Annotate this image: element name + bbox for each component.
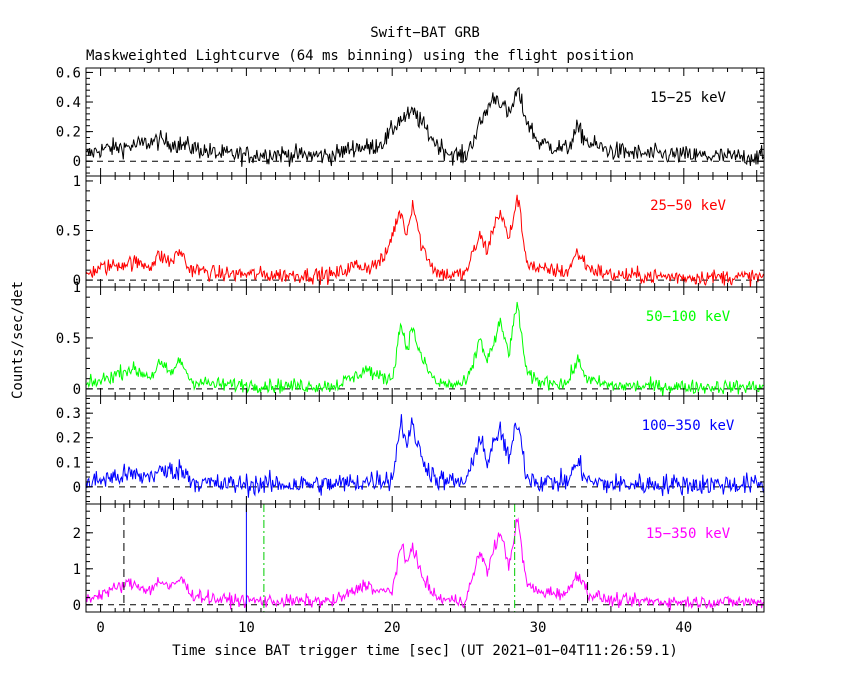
panel-frame-0 [85,67,765,177]
lightcurve-3 [86,414,764,498]
energy-label-3: 100−350 keV [642,418,735,434]
x-tick-label-2: 20 [384,620,401,636]
energy-label-1: 25−50 keV [650,198,726,214]
y-tick-label-3-3: 0.3 [56,406,81,422]
y-tick-label-0-2: 0.4 [56,95,81,111]
panel-0: 0 0.2 0.4 0.6 15−25 keV [56,65,765,177]
panel-frame-1 [85,175,765,288]
x-axis-label: Time since BAT trigger time [sec] (UT 20… [172,643,678,659]
lightcurve-0 [86,86,764,167]
lightcurve-4 [86,517,764,611]
y-tick-label-2-1: 0.5 [56,331,81,347]
y-axis-label: Counts/sec/det [10,281,26,399]
x-tick-label-0: 0 [96,620,104,636]
x-tick-label-4: 40 [675,620,692,636]
lightcurve-2 [86,301,764,396]
panel-4: 0 1 2 15−350 keV [73,503,765,614]
y-tick-label-3-1: 0.1 [56,455,81,471]
y-tick-label-1-2: 1 [73,174,81,190]
energy-label-4: 15−350 keV [646,526,731,542]
energy-label-2: 50−100 keV [646,309,731,325]
y-tick-label-4-2: 2 [73,526,81,542]
y-tick-label-4-1: 1 [73,562,81,578]
x-tick-label-1: 10 [238,620,255,636]
y-tick-label-3-2: 0.2 [56,431,81,447]
y-tick-label-1-1: 0.5 [56,224,81,240]
y-tick-label-0-0: 0 [73,154,81,170]
panel-2: 0 0.5 1 50−100 keV [56,280,765,398]
y-tick-label-1-0: 0 [73,273,81,289]
y-tick-label-0-3: 0.6 [56,65,81,81]
chart-title: Swift−BAT GRB [370,25,480,41]
panel-frame-3 [85,395,765,505]
panel-frame-2 [85,286,765,397]
panel-3: 0 0.1 0.2 0.3 100−350 keV [56,395,765,505]
y-tick-label-0-1: 0.2 [56,125,81,141]
lightcurve-1 [86,194,764,287]
x-tick-label-3: 30 [530,620,547,636]
y-tick-label-2-0: 0 [73,382,81,398]
panel-1: 0 0.5 1 25−50 keV [56,174,765,289]
panel-frame-4 [85,503,765,613]
chart-subtitle: Maskweighted Lightcurve (64 ms binning) … [86,48,634,64]
energy-label-0: 15−25 keV [650,90,726,106]
y-tick-label-2-2: 1 [73,280,81,296]
y-tick-label-3-0: 0 [73,480,81,496]
panels-group: 0 0.2 0.4 0.6 15−25 keV 0 0.5 1 25−50 keV 0 0.5 1 50… [56,65,765,636]
y-tick-label-4-0: 0 [73,598,81,614]
